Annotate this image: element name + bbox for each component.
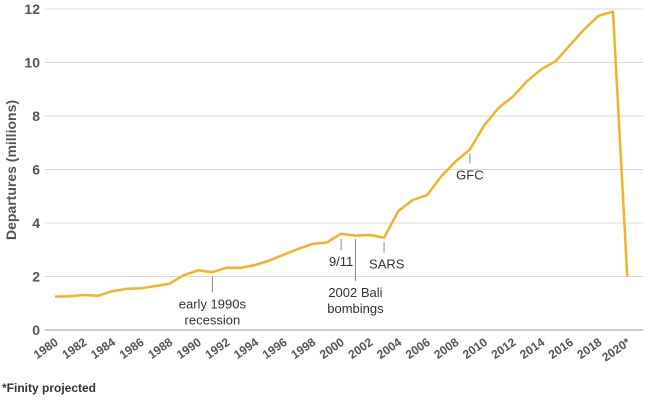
x-tick-label: 1998 <box>288 335 318 362</box>
x-tick-label: 2012 <box>489 335 519 362</box>
y-tick-label: 12 <box>24 1 40 17</box>
gridlines <box>45 8 643 331</box>
x-tick-label: 1994 <box>231 335 261 362</box>
footnote: *Finity projected <box>2 381 97 395</box>
x-tick-label: 1988 <box>145 335 175 362</box>
y-tick-label: 10 <box>24 55 40 71</box>
x-tick-label: 1986 <box>117 335 147 362</box>
y-axis-label: Departures (millions) <box>3 100 19 240</box>
annotation-label: SARS <box>369 257 405 272</box>
x-tick-labels: 1980198219841986198819901992199419961998… <box>31 335 633 365</box>
x-tick-label: 1992 <box>202 335 232 362</box>
series-line-departures <box>54 10 629 298</box>
x-tick-label: 2008 <box>431 335 461 362</box>
x-tick-label: 2000 <box>317 335 347 362</box>
x-tick-label: 2020* <box>599 335 633 365</box>
x-tick-label: 1980 <box>31 335 61 362</box>
x-tick-label: 2002 <box>346 335 376 362</box>
x-tick-label: 2006 <box>403 335 433 362</box>
x-tick-label: 2016 <box>546 335 576 362</box>
y-tick-label: 2 <box>32 269 40 285</box>
annotation-label: bombings <box>327 301 384 316</box>
y-tick-label: 4 <box>32 215 40 231</box>
x-tick-label: 2010 <box>460 335 490 362</box>
x-tick-label: 1990 <box>174 335 204 362</box>
x-tick-label: 1996 <box>260 335 290 362</box>
x-tick-label: 2004 <box>374 335 404 362</box>
annotation-label: recession <box>185 313 241 328</box>
annotation-label: early 1990s <box>179 297 247 312</box>
x-tick-label: 2014 <box>517 335 547 362</box>
annotation-label: 9/11 <box>329 254 353 269</box>
x-tick-label: 1984 <box>88 335 118 362</box>
y-tick-label: 8 <box>32 108 40 124</box>
y-tick-labels: 0 2 4 6 8 10 12 <box>24 1 40 338</box>
y-tick-label: 0 <box>32 322 40 338</box>
y-tick-label: 6 <box>32 162 40 178</box>
annotation-label: GFC <box>456 167 483 182</box>
annotation-label: 2002 Bali <box>328 285 382 300</box>
x-tick-label: 2018 <box>574 335 604 362</box>
x-tick-label: 1982 <box>59 335 89 362</box>
